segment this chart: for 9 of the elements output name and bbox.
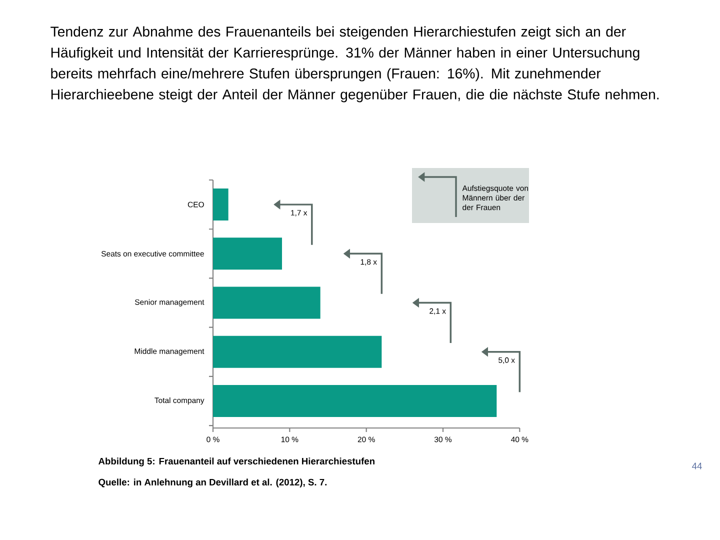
chart-title: Tendenz zur Abnahme des Frauenanteils bei steigenden Hierarchiestufen zeigt sich an der Häufigkeit und Intensität der Karrieresprünge. 31% der Männer haben in einer Untersuchung bereits mehrfach eine/mehrere Stufen übersprungen (Frauen: 16%). Mit zunehmender Hierarchieebene steigt der Anteil der Männer gegenüber Frauen, die die nächste Stufe nehmen.	[50, 26, 659, 102]
source-note: Quelle: in Anlehnung an Devillard et al. (2012), S. 7.	[98, 478, 327, 488]
bar	[213, 384, 497, 417]
bar	[213, 336, 382, 368]
text: 44	[692, 462, 702, 470]
text: Abbildung 5: Frauenanteil auf verschiedenen Hierarchiestufen	[98, 458, 374, 466]
bar	[213, 286, 320, 319]
bar	[213, 238, 282, 270]
bar	[213, 188, 228, 221]
